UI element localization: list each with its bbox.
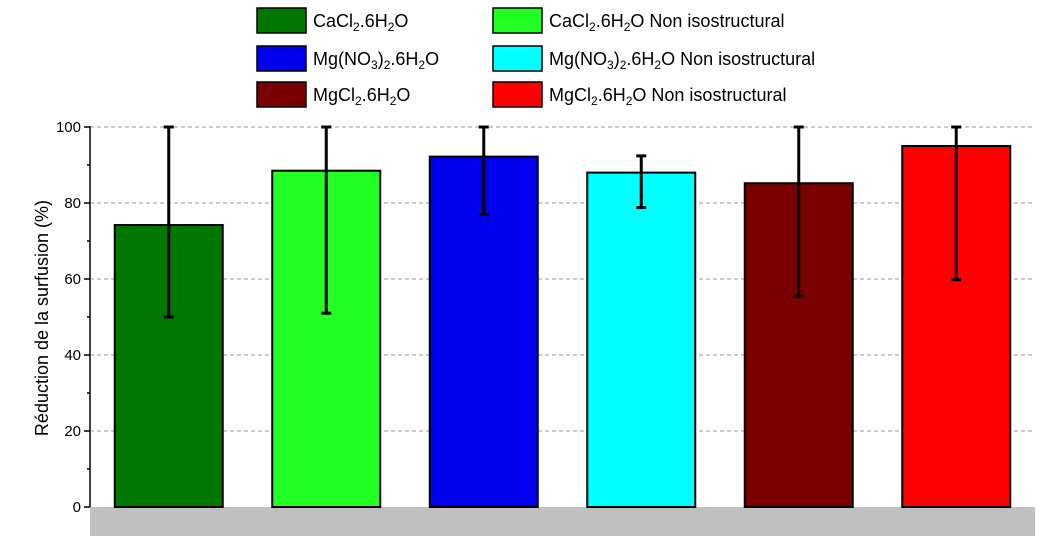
legend-swatch xyxy=(256,7,307,34)
bar-mg-no3-2-6h2o-non-isostructural xyxy=(586,171,697,508)
legend-swatch xyxy=(492,45,543,72)
error-bar-cacl2-6h2o-non-isostructural xyxy=(321,125,332,315)
gridlines xyxy=(90,126,1035,432)
legend-label: Mg(NO3)2.6H2O xyxy=(313,49,439,72)
y-ticks: 0 20 40 60 80 100 xyxy=(56,119,90,516)
legend-item-cacl2-6h2o: CaCl2.6H2O xyxy=(256,7,408,34)
legend-item-mgcl2-6h2o: MgCl2.6H2O xyxy=(256,81,410,108)
legend-swatch xyxy=(256,81,307,108)
legend-label: Mg(NO3)2.6H2O Non isostructural xyxy=(549,49,815,72)
legend-label: CaCl2.6H2O Non isostructural xyxy=(549,11,784,34)
legend-item-mg-no3-2-6h2o-non-isostructural: Mg(NO3)2.6H2O Non isostructural xyxy=(492,45,815,72)
legend-item-cacl2-6h2o-non-isostructural: CaCl2.6H2O Non isostructural xyxy=(492,7,784,34)
legend-label: MgCl2.6H2O Non isostructural xyxy=(549,85,786,108)
error-bar-mgcl2-6h2o-non-isostructural xyxy=(951,125,962,282)
y-tick-label-20: 20 xyxy=(64,423,81,440)
error-bars xyxy=(163,125,962,319)
error-bar-mg-no3-2-6h2o xyxy=(478,125,489,216)
bars xyxy=(113,145,1012,509)
legend: CaCl2.6H2O CaCl2.6H2O Non isostructural Mg… xyxy=(256,7,815,108)
y-tick-label-40: 40 xyxy=(64,347,81,364)
error-bar-mgcl2-6h2o xyxy=(793,125,804,298)
y-tick-label-80: 80 xyxy=(64,195,81,212)
legend-swatch xyxy=(256,45,307,72)
bar-cacl2-6h2o-non-isostructural xyxy=(271,169,382,508)
y-tick-label-0: 0 xyxy=(73,499,81,516)
error-bar-cacl2-6h2o xyxy=(163,125,174,319)
legend-label: CaCl2.6H2O xyxy=(313,11,408,34)
legend-label: MgCl2.6H2O xyxy=(313,85,410,108)
legend-item-mg-no3-2-6h2o: Mg(NO3)2.6H2O xyxy=(256,45,439,72)
y-axis-title: Réduction de la surfusion (%) xyxy=(32,200,52,436)
legend-swatch xyxy=(492,7,543,34)
error-bar-mg-no3-2-6h2o-non-isostructural xyxy=(636,154,647,210)
y-tick-label-100: 100 xyxy=(56,119,81,136)
legend-swatch xyxy=(492,81,543,108)
legend-item-mgcl2-6h2o-non-isostructural: MgCl2.6H2O Non isostructural xyxy=(492,81,786,108)
y-tick-label-60: 60 xyxy=(64,271,81,288)
x-axis-band-rect xyxy=(90,507,1035,536)
x-axis-band xyxy=(90,507,1035,536)
